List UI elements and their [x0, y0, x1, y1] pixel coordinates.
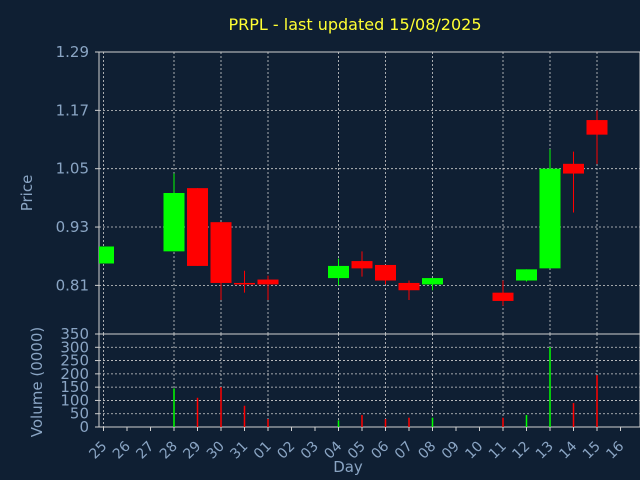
x-tick-label: 07 [392, 439, 416, 463]
x-tick-label: 03 [298, 439, 322, 463]
volume-bar [408, 417, 410, 427]
candle-body [375, 264, 396, 281]
candle-body [398, 282, 420, 291]
volume-bar [220, 387, 222, 427]
x-tick-label: 25 [86, 439, 110, 463]
x-tick-label: 31 [227, 439, 251, 463]
price-axis-label: Price [18, 175, 36, 212]
x-tick-label: 08 [415, 439, 439, 463]
x-tick-label: 16 [603, 438, 627, 462]
volume-axis-label: Volume (0000) [28, 327, 46, 437]
volume-bar [549, 347, 551, 427]
volume-tick-label: 100 [60, 391, 89, 409]
price-panel: 1.29 1.17 1.05 0.93 0.81 [56, 43, 640, 335]
price-y-ticks: 1.29 1.17 1.05 0.93 0.81 [56, 43, 99, 294]
x-tick-label: 12 [509, 439, 533, 463]
volume-tick-label: 300 [60, 338, 89, 356]
candle-body [539, 168, 561, 269]
candle-body [210, 222, 232, 283]
volume-bar [361, 415, 363, 427]
chart-title: PRPL - last updated 15/08/2025 [228, 15, 481, 34]
candle-body [351, 261, 373, 269]
price-tick-label: 1.29 [56, 43, 89, 61]
volume-bar [525, 415, 528, 427]
x-tick-label: 15 [580, 439, 604, 463]
x-tick-label: 09 [439, 439, 463, 463]
x-ticks: 25 26 27 28 29 30 31 01 02 03 04 05 06 07 08 09 10 11 12 13… [86, 427, 627, 462]
x-axis-label: Day [333, 458, 363, 476]
price-tick-label: 0.81 [56, 276, 89, 294]
volume-bar [173, 388, 175, 427]
x-tick-label: 28 [157, 439, 181, 463]
candle-body [187, 188, 208, 266]
candle-body [234, 282, 255, 285]
volume-bar [196, 397, 199, 427]
volume-tick-label: 250 [60, 352, 89, 370]
volume-tick-label: 350 [60, 325, 89, 343]
price-tick-label: 1.17 [56, 101, 89, 119]
candle-body [586, 120, 608, 135]
candle-body [328, 265, 349, 279]
price-tick-label: 1.05 [56, 160, 89, 178]
x-tick-label: 29 [180, 439, 204, 463]
volume-tick-label: 150 [60, 378, 89, 396]
candle-body [492, 292, 514, 301]
volume-bar [502, 417, 504, 427]
x-tick-label: 27 [133, 439, 157, 463]
x-tick-label: 14 [556, 438, 580, 462]
x-tick-label: 13 [533, 439, 557, 463]
candle-body [563, 163, 584, 174]
x-tick-label: 10 [462, 439, 486, 463]
x-tick-label: 01 [251, 439, 275, 463]
volume-bar [384, 419, 387, 427]
candle-body [516, 269, 537, 281]
volume-bar [596, 375, 598, 427]
volume-tick-label: 200 [60, 365, 89, 383]
volume-tick-label: 50 [70, 405, 89, 423]
x-tick-label: 26 [110, 438, 134, 462]
candle-body [257, 279, 279, 285]
volume-bar [337, 420, 340, 427]
candle-body [422, 278, 443, 285]
x-tick-label: 30 [204, 439, 228, 463]
candle-body [99, 246, 114, 264]
volume-plot-area [98, 333, 640, 428]
volume-bar [267, 419, 269, 427]
candles [99, 110, 608, 306]
volume-tick-label: 0 [79, 418, 89, 436]
volume-bars [173, 347, 598, 427]
x-tick-label: 06 [368, 438, 392, 462]
candle-body [163, 193, 185, 252]
price-tick-label: 0.93 [56, 218, 89, 236]
volume-bar [243, 405, 246, 427]
volume-bar [572, 403, 575, 427]
volume-bar [431, 417, 434, 427]
x-tick-label: 02 [274, 439, 298, 463]
x-tick-label: 11 [486, 439, 510, 463]
